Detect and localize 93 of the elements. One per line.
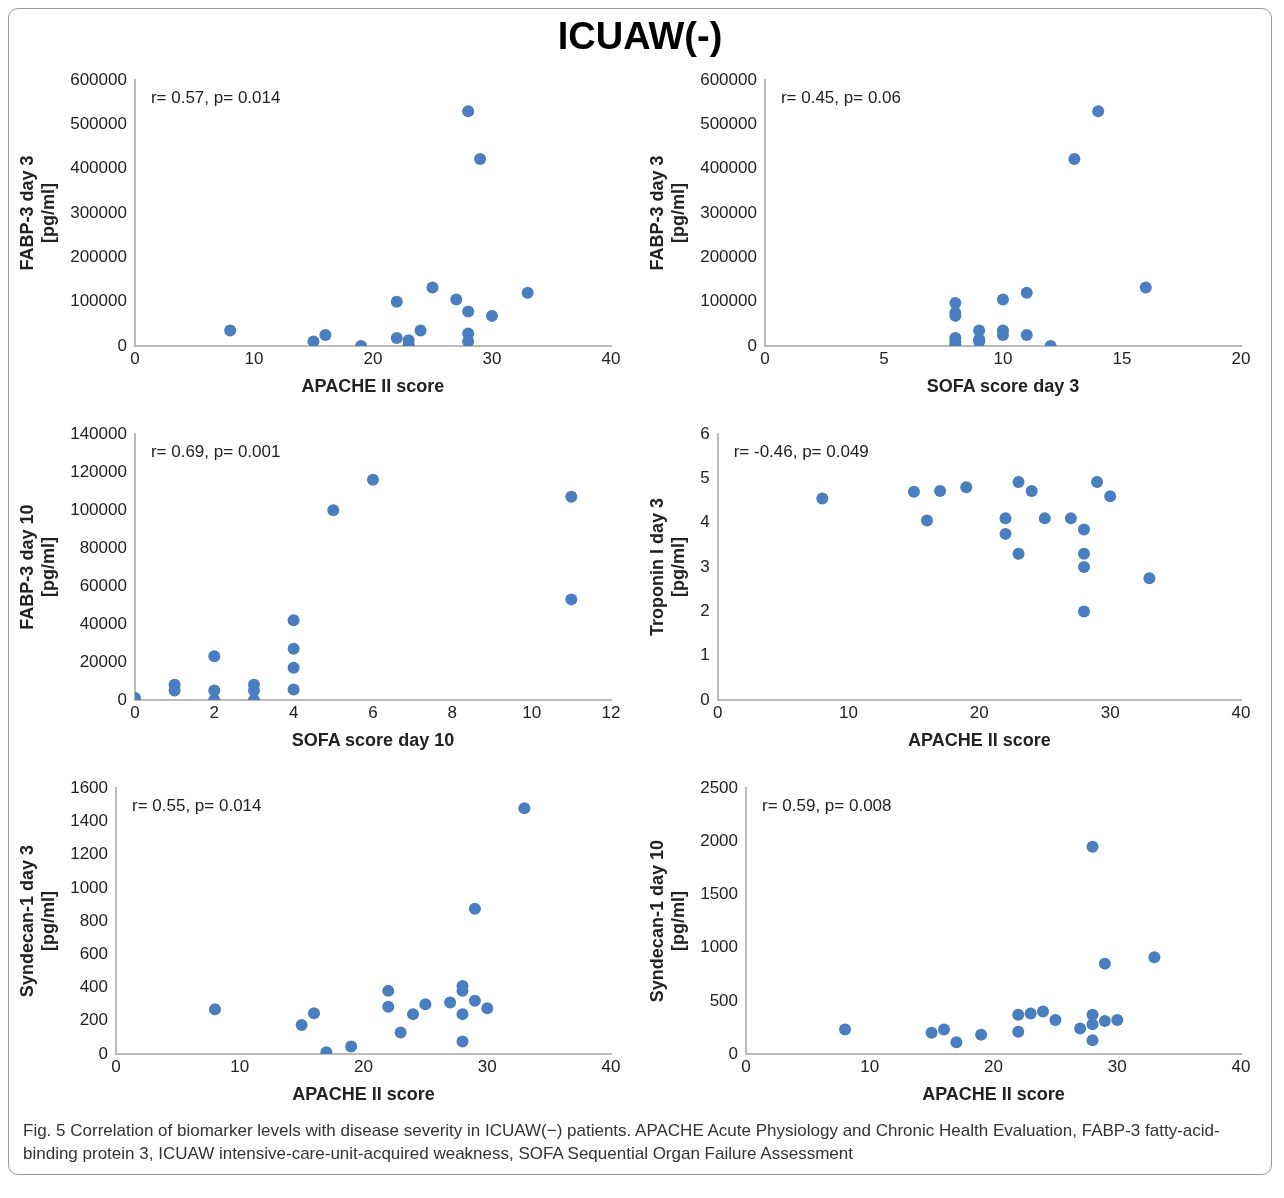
x-tick-label: 40 [601,348,621,368]
x-tick-label: 10 [993,348,1013,368]
y-tick-label: 40000 [79,613,127,633]
y-tick-label: 300000 [70,202,127,222]
y-tick-label: 80000 [79,537,127,557]
x-tick-label: 30 [1107,1056,1127,1076]
y-axis-title: FABP-3 day 3 [pg/ml] [16,155,59,271]
x-tick-label: 2 [209,702,220,722]
y-axis-title: Troponin I day 3 [pg/ml] [646,498,689,637]
y-tick-label: 120000 [70,461,127,481]
x-tick-label: 8 [447,702,458,722]
caption: Fig. 5 Correlation of biomarker levels with disease severity in ICUAW(−) patients. APACHE Acute Physiology and Chronic Health Evaluation, FABP-3 fatty-acid-binding protein 3, ICUAW intensive-care-unit-acquired weakness, SOFA Sequential Organ Failure Assessment [23,1120,1221,1165]
y-tick-label: 0 [117,335,127,355]
y-axis-title: FABP-3 day 10 [pg/ml] [16,504,59,630]
y-tick-label: 3 [700,556,710,576]
x-axis-title: APACHE II score [301,376,445,397]
y-tick-label: 200000 [70,247,127,267]
x-tick-label: 20 [984,1056,1003,1076]
y-tick-label: 5 [700,468,710,488]
x-tick-label: 10 [839,702,858,722]
y-tick-label: 300000 [700,202,757,222]
y-tick-label: 2000 [700,831,739,851]
y-tick-label: 1 [700,645,710,665]
annotation: r= 0.69, p= 0.001 [150,442,281,462]
x-tick-label: 20 [969,702,989,722]
x-tick-label: 40 [1231,1056,1251,1076]
y-tick-label: 800 [79,910,109,930]
x-tick-label: 0 [130,702,140,722]
chart-title: ICUAW(-) [556,15,724,58]
y-tick-label: 20000 [79,651,127,671]
x-tick-label: 40 [601,1056,621,1076]
annotation: r= 0.57, p= 0.014 [150,88,281,108]
x-tick-label: 12 [601,702,621,722]
y-tick-label: 500000 [70,114,127,134]
y-tick-label: 0 [747,335,757,355]
y-tick-label: 400000 [70,158,127,178]
x-tick-label: 20 [1231,348,1251,368]
y-tick-label: 500 [709,990,739,1010]
x-tick-label: 10 [522,702,542,722]
y-tick-label: 2500 [700,777,739,797]
annotation: r= 0.59, p= 0.008 [762,796,892,816]
x-tick-label: 6 [368,702,378,722]
y-tick-label: 4 [700,512,710,532]
y-axis-title: Syndecan-1 day 10 [pg/ml] [646,840,689,1003]
x-tick-label: 20 [354,1056,373,1076]
y-tick-label: 1200 [70,844,109,864]
annotation: r= 0.45, p= 0.06 [780,88,901,108]
x-tick-label: 30 [477,1056,497,1076]
x-tick-label: 40 [1231,702,1251,722]
y-tick-label: 6 [700,423,710,443]
x-axis-title: SOFA score day 3 [926,376,1080,397]
annotation: r= 0.55, p= 0.014 [132,796,262,816]
y-tick-label: 400000 [700,158,757,178]
x-tick-label: 20 [363,348,383,368]
x-tick-label: 15 [1112,348,1132,368]
y-tick-label: 1000 [700,937,739,957]
y-axis-title: Syndecan-1 day 3 [pg/ml] [16,845,59,998]
x-axis-title: APACHE II score [907,730,1051,751]
y-tick-label: 1000 [70,877,109,897]
x-axis-title: APACHE II score [922,1084,1065,1105]
y-tick-label: 200 [79,1010,109,1030]
y-tick-label: 100000 [700,291,757,311]
x-tick-label: 0 [130,348,140,368]
y-tick-label: 2 [700,601,710,621]
annotation: r= -0.46, p= 0.049 [733,442,869,462]
x-tick-label: 4 [288,702,299,722]
x-tick-label: 30 [482,348,502,368]
x-tick-label: 5 [879,348,889,368]
y-tick-label: 1500 [700,884,739,904]
y-axis-title: FABP-3 day 3 [pg/ml] [646,155,689,271]
y-tick-label: 0 [700,689,710,709]
y-tick-label: 0 [117,689,127,709]
x-tick-label: 30 [1100,702,1120,722]
x-tick-label: 10 [230,1056,250,1076]
x-tick-label: 10 [860,1056,880,1076]
y-tick-label: 600 [79,944,109,964]
y-tick-label: 400 [79,977,109,997]
x-axis-title: APACHE II score [292,1084,435,1105]
y-tick-label: 1600 [70,777,109,797]
x-tick-label: 10 [244,348,264,368]
y-tick-label: 1400 [70,811,109,831]
x-tick-label: 0 [760,348,770,368]
y-tick-label: 140000 [70,423,127,443]
y-tick-label: 100000 [70,291,127,311]
y-tick-label: 0 [98,1043,109,1063]
y-tick-label: 100000 [70,499,127,519]
y-tick-label: 500000 [700,114,757,134]
y-tick-label: 600000 [700,69,757,89]
y-tick-label: 60000 [79,575,127,595]
y-tick-label: 0 [728,1043,739,1063]
x-axis-title: SOFA score day 10 [291,730,455,751]
y-tick-label: 200000 [700,247,757,267]
y-tick-label: 600000 [70,69,127,89]
